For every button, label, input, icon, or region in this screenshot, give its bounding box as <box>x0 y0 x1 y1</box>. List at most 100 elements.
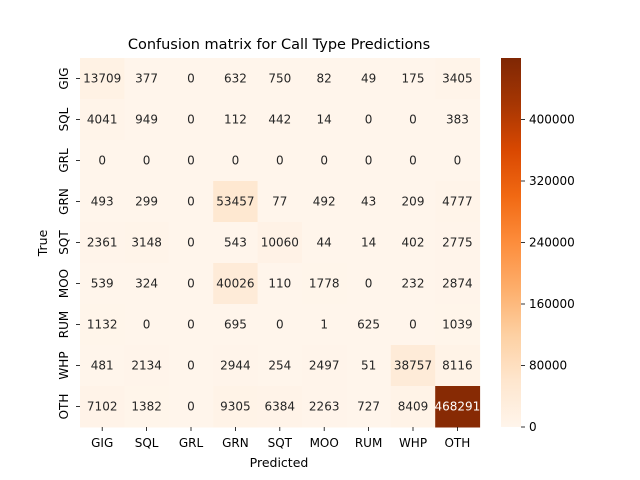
cell-value-label: 110 <box>268 277 291 291</box>
heatmap-cell <box>435 58 481 100</box>
chart-title: Confusion matrix for Call Type Predictio… <box>128 37 430 53</box>
cell-value-label: 0 <box>143 318 151 332</box>
heatmap-cell <box>168 345 214 387</box>
x-tick-label: OTH <box>444 436 470 450</box>
colorbar-ticks: 0 80000 160000 240000 320000 400000 <box>521 113 575 434</box>
cell-value-label: 695 <box>224 318 247 332</box>
heatmap-cell <box>80 222 125 264</box>
cell-value-label: 402 <box>402 236 425 250</box>
heatmap-cell <box>302 386 347 428</box>
heatmap-cell <box>390 263 436 305</box>
y-axis: GIG SQL GRL GRN SQT MOO RUM WHP OTH <box>57 67 80 419</box>
heatmap-cell <box>435 181 481 223</box>
heatmap-cell <box>168 263 214 305</box>
y-tick-label: SQL <box>57 107 71 131</box>
cell-value-label: 0 <box>365 154 373 168</box>
cell-value-label: 6384 <box>265 400 296 414</box>
y-tick-label: RUM <box>57 311 71 338</box>
heatmap-cell <box>168 222 214 264</box>
cell-value-label: 38757 <box>394 359 432 373</box>
cell-value-label: 625 <box>357 318 380 332</box>
cell-value-label: 1382 <box>131 400 162 414</box>
heatmap-cell <box>302 99 347 141</box>
cell-value-label: 481 <box>91 359 114 373</box>
colorbar-tick-label: 240000 <box>529 236 575 250</box>
cell-value-label: 0 <box>276 154 284 168</box>
heatmap-cell <box>257 345 303 387</box>
heatmap-cell <box>257 99 303 141</box>
cell-value-label: 2874 <box>442 277 473 291</box>
heatmap-cell <box>346 181 392 223</box>
heatmap-cell <box>390 58 436 100</box>
cell-value-label: 0 <box>187 359 195 373</box>
cell-value-label: 4041 <box>87 113 118 127</box>
cell-value-label: 0 <box>98 154 106 168</box>
cell-value-label: 0 <box>454 154 462 168</box>
heatmap-cell <box>257 386 303 428</box>
cell-value-label: 0 <box>187 72 195 86</box>
cell-value-label: 632 <box>224 72 247 86</box>
heatmap-cell <box>124 140 170 182</box>
heatmap-cell <box>80 140 125 182</box>
cell-value-label: 112 <box>224 113 247 127</box>
heatmap-cell <box>257 181 303 223</box>
y-tick-label: GRN <box>57 188 71 215</box>
cell-value-label: 7102 <box>87 400 118 414</box>
cell-value-label: 727 <box>357 400 380 414</box>
heatmap-cell <box>80 345 125 387</box>
heatmap-cell <box>390 181 436 223</box>
cell-value-label: 8409 <box>398 400 429 414</box>
heatmap-cell <box>435 99 481 141</box>
cell-value-label: 3405 <box>442 72 473 86</box>
cell-value-label: 0 <box>187 195 195 209</box>
heatmap-cell <box>302 181 347 223</box>
cell-value-label: 10060 <box>261 236 299 250</box>
y-tick-label: WHP <box>57 351 71 379</box>
heatmap-cells <box>80 58 481 428</box>
heatmap-cell <box>346 345 392 387</box>
cell-value-label: 299 <box>135 195 158 209</box>
cell-value-label: 949 <box>135 113 158 127</box>
cell-value-label: 8116 <box>442 359 473 373</box>
cell-value-label: 9305 <box>220 400 251 414</box>
cell-value-label: 0 <box>187 277 195 291</box>
colorbar-tick-label: 80000 <box>529 359 567 373</box>
heatmap-cell <box>213 263 259 305</box>
cell-value-label: 14 <box>317 113 332 127</box>
cell-value-label: 0 <box>143 154 151 168</box>
heatmap-cell <box>302 263 347 305</box>
y-tick-label: OTH <box>57 394 71 420</box>
y-tick-label: MOO <box>57 269 71 298</box>
cell-value-label: 539 <box>91 277 114 291</box>
heatmap-cell <box>346 304 392 346</box>
heatmap-cell <box>257 263 303 305</box>
x-axis-label: Predicted <box>250 455 309 470</box>
heatmap-cell <box>213 386 259 428</box>
heatmap-cell <box>213 99 259 141</box>
heatmap-cell <box>213 140 259 182</box>
cell-value-label: 0 <box>320 154 328 168</box>
heatmap-cell <box>257 222 303 264</box>
cell-value-label: 13709 <box>83 72 121 86</box>
heatmap-cell <box>124 222 170 264</box>
x-tick-label: GIG <box>91 436 113 450</box>
cell-value-label: 383 <box>446 113 469 127</box>
x-tick-label: SQT <box>268 436 293 450</box>
cell-value-label: 492 <box>313 195 336 209</box>
x-tick-label: MOO <box>310 436 339 450</box>
cell-value-label: 209 <box>402 195 425 209</box>
cell-value-label: 0 <box>365 113 373 127</box>
heatmap-cell <box>435 263 481 305</box>
x-tick-label: WHP <box>399 436 427 450</box>
heatmap-cell <box>390 386 436 428</box>
cell-value-label: 2775 <box>442 236 473 250</box>
heatmap-cell <box>124 386 170 428</box>
cell-value-label: 0 <box>276 318 284 332</box>
cell-value-label: 2134 <box>131 359 162 373</box>
heatmap-cell <box>390 140 436 182</box>
heatmap-cell <box>213 58 259 100</box>
heatmap-cell <box>80 58 125 100</box>
x-tick-label: GRN <box>222 436 249 450</box>
heatmap-cell <box>80 99 125 141</box>
